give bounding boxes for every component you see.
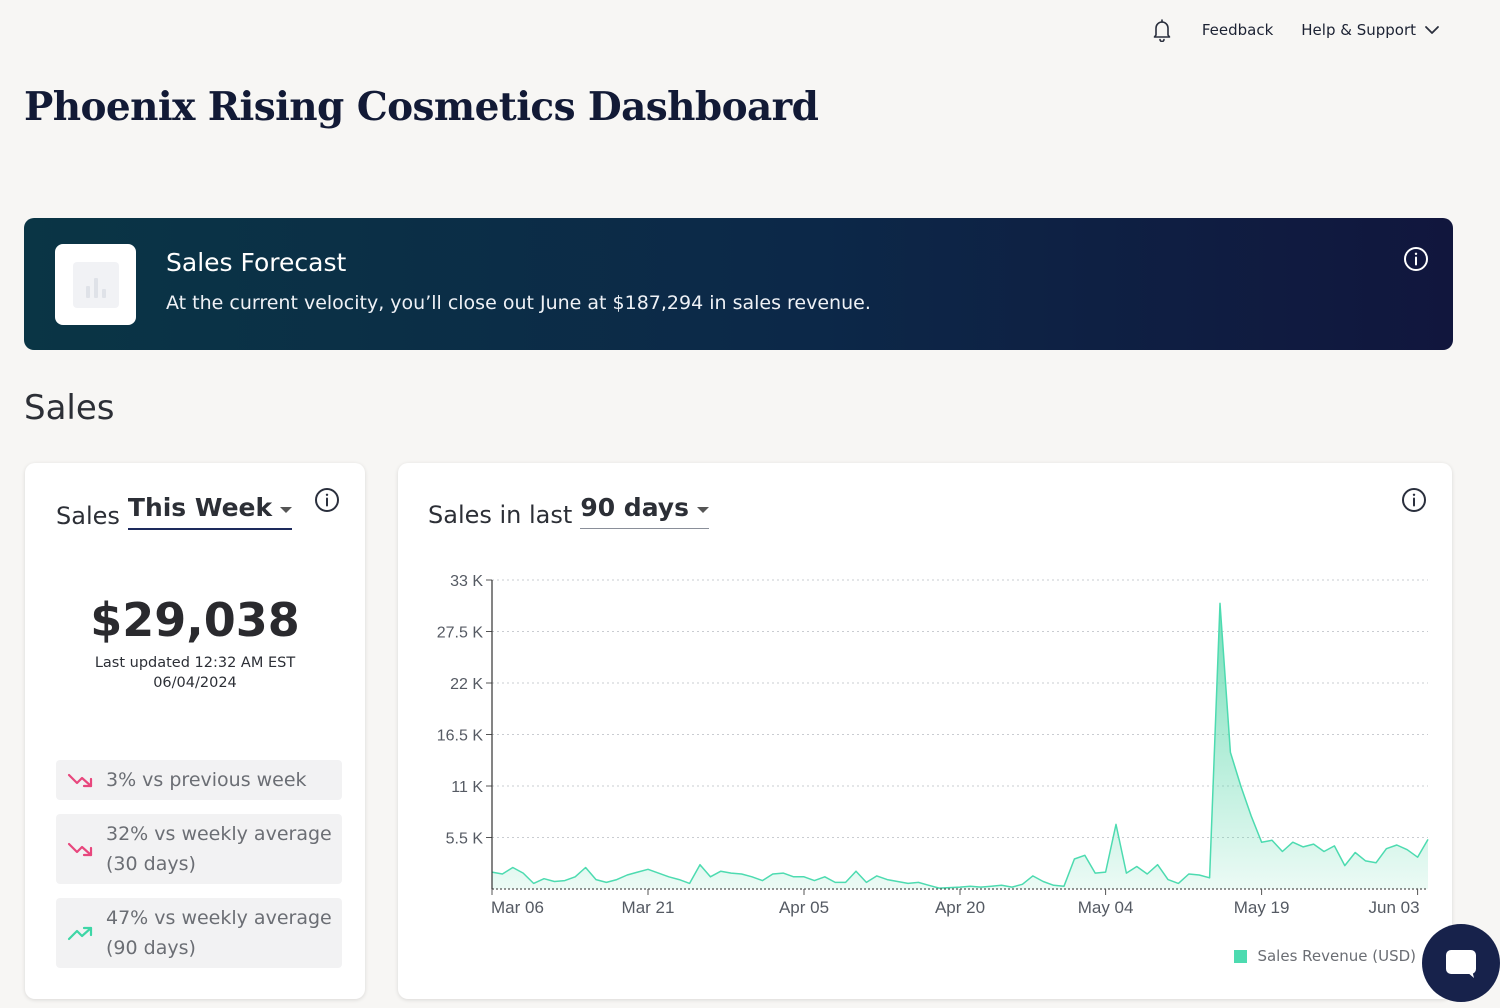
chart-header: Sales in last 90 days <box>428 493 709 529</box>
series-area <box>492 603 1428 889</box>
range-dropdown-value: 90 days <box>580 493 689 522</box>
page-title: Phoenix Rising Cosmetics Dashboard <box>24 84 819 130</box>
trend-down-icon <box>56 840 106 858</box>
chat-widget-button[interactable] <box>1422 924 1500 1002</box>
help-support-label: Help & Support <box>1301 21 1416 39</box>
chart-legend: Sales Revenue (USD) <box>1234 947 1416 965</box>
sales-area-chart: 5.5 K 11 K 16.5 K 22 K 27.5 K 33 K Mar 06 Mar 2… <box>437 573 1429 917</box>
sales-forecast-banner: Sales Forecast At the current velocity, … <box>24 218 1453 350</box>
y-tick-label: 33 K <box>450 573 483 590</box>
range-dropdown[interactable]: 90 days <box>580 493 709 529</box>
stat-text: 47% vs weekly average (90 days) <box>106 907 332 959</box>
help-support-menu[interactable]: Help & Support <box>1301 21 1440 39</box>
forecast-text: At the current velocity, you’ll close ou… <box>166 292 871 314</box>
x-tick-label: Apr 05 <box>779 898 829 917</box>
y-tick-label: 11 K <box>451 779 483 796</box>
weekly-sales-header: Sales This Week <box>56 493 293 530</box>
section-title-sales: Sales <box>24 388 115 428</box>
last-updated-time: Last updated 12:32 AM EST <box>94 655 296 671</box>
forecast-title: Sales Forecast <box>166 248 347 277</box>
feedback-link[interactable]: Feedback <box>1201 21 1274 39</box>
chart-title-prefix: Sales in last <box>428 501 573 529</box>
chevron-down-icon <box>1425 26 1439 34</box>
stat-text: 32% vs weekly average (30 days) <box>106 823 332 875</box>
last-updated-date: 06/04/2024 <box>153 675 237 691</box>
forecast-chart-icon <box>55 244 136 325</box>
weekly-sales-value: $29,038 <box>90 593 300 647</box>
sales-90-days-card: Sales in last 90 days 5.5 K 11 K 16.5 K 22 … <box>398 463 1452 999</box>
period-dropdown-value: This Week <box>127 493 273 522</box>
trend-up-icon <box>56 924 106 942</box>
x-tick-label: May 19 <box>1234 898 1290 917</box>
x-tick-label: Jun 03 <box>1369 898 1420 917</box>
stat-vs-30-day-average: 32% vs weekly average (30 days) <box>56 814 342 884</box>
weekly-sales-prefix: Sales <box>56 502 120 530</box>
bell-icon[interactable] <box>1150 18 1174 42</box>
stat-vs-90-day-average: 47% vs weekly average (90 days) <box>56 898 342 968</box>
weekly-sales-card: Sales This Week $29,038 Last updated 12:… <box>25 463 365 999</box>
y-tick-label: 22 K <box>450 676 483 693</box>
x-tick-label: May 04 <box>1078 898 1134 917</box>
stat-vs-previous-week: 3% vs previous week <box>56 760 342 800</box>
top-bar: Feedback Help & Support <box>1150 18 1440 42</box>
last-updated: Last updated 12:32 AM EST 06/04/2024 <box>25 653 365 693</box>
info-icon[interactable] <box>314 487 340 517</box>
legend-swatch <box>1234 949 1248 963</box>
caret-down-icon <box>696 506 709 513</box>
info-icon[interactable] <box>1401 487 1427 517</box>
chat-icon <box>1446 950 1476 978</box>
y-tick-label: 16.5 K <box>437 728 484 745</box>
stat-text: 3% vs previous week <box>106 769 307 791</box>
y-tick-label: 5.5 K <box>446 831 484 848</box>
y-tick-label: 27.5 K <box>437 625 484 642</box>
x-tick-label: Apr 20 <box>935 898 985 917</box>
trend-down-icon <box>56 771 106 789</box>
info-icon[interactable] <box>1403 246 1429 276</box>
series-line <box>491 602 1429 889</box>
caret-down-icon <box>280 506 293 513</box>
x-tick-label: Mar 21 <box>622 898 675 917</box>
period-dropdown[interactable]: This Week <box>127 493 293 530</box>
legend-label: Sales Revenue (USD) <box>1257 947 1416 965</box>
x-tick-label: Mar 06 <box>491 898 544 917</box>
